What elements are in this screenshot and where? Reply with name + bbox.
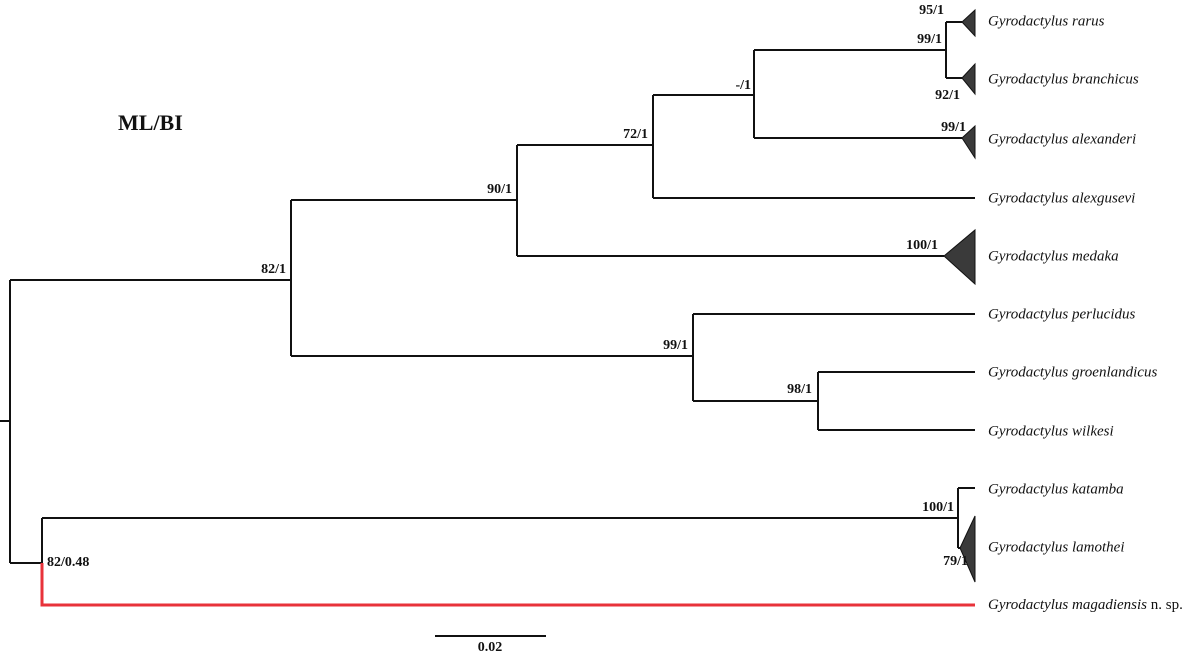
collapsed-clade — [943, 228, 976, 286]
support: -/1 — [735, 78, 751, 93]
taxon-label: Gyrodactylus perlucidus — [988, 306, 1135, 322]
collapsed-clade — [961, 124, 976, 160]
branches — [0, 8, 976, 637]
collapsed-clade — [959, 515, 976, 583]
support: 99/1 — [917, 32, 942, 47]
support: 79/1 — [943, 554, 968, 569]
taxon-label: Gyrodactylus lamothei — [988, 539, 1125, 555]
taxon-label: Gyrodactylus wilkesi — [988, 423, 1114, 439]
branch — [0, 21, 975, 564]
species-suffix: n. sp. — [1151, 597, 1183, 613]
support: 82/1 — [261, 262, 286, 277]
taxon-label: Gyrodactylus katamba — [988, 481, 1124, 497]
support: 82/0.48 — [47, 555, 89, 570]
support: 90/1 — [487, 182, 512, 197]
support: 72/1 — [623, 127, 648, 142]
taxon-label: Gyrodactylus alexgusevi — [988, 190, 1135, 206]
support: 100/1 — [906, 238, 938, 253]
taxon-label: Gyrodactylus alexanderi — [988, 131, 1136, 147]
support: 98/1 — [787, 382, 812, 397]
title: ML/BI — [118, 110, 183, 135]
collapsed-clade — [961, 62, 976, 96]
support: 92/1 — [935, 88, 960, 103]
support: 100/1 — [922, 500, 954, 515]
taxon-label: Gyrodactylus branchicus — [988, 71, 1139, 87]
scale-label: 0.02 — [478, 640, 503, 655]
new-species-label: Gyrodactylus magadiensis n. sp. — [988, 597, 1183, 613]
new-species-branch — [40, 563, 975, 607]
taxon-label: Gyrodactylus groenlandicus — [988, 364, 1157, 380]
support: 99/1 — [941, 120, 966, 135]
support: 95/1 — [919, 3, 944, 18]
collapsed-clade — [961, 8, 976, 38]
support: 99/1 — [663, 338, 688, 353]
species-name: Gyrodactylus magadiensis — [988, 597, 1147, 613]
taxon-label: Gyrodactylus rarus — [988, 13, 1105, 29]
taxon-label: Gyrodactylus medaka — [988, 248, 1119, 264]
